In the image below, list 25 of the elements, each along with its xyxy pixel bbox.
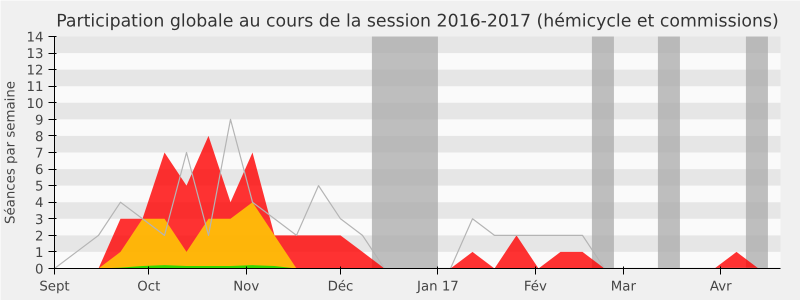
y-tick-label: 14 bbox=[26, 30, 44, 46]
x-tick-label: Mar bbox=[610, 280, 636, 294]
y-tick-label: 12 bbox=[26, 64, 44, 79]
y-tick-label: 3 bbox=[35, 212, 44, 228]
y-tick-label: 0 bbox=[35, 262, 44, 278]
y-tick-label: 1 bbox=[35, 246, 44, 261]
y-tick-label: 2 bbox=[35, 229, 44, 244]
y-tick-label: 10 bbox=[26, 96, 44, 112]
x-tick-label: Sept bbox=[39, 280, 70, 294]
y-tick-label: 13 bbox=[26, 47, 44, 62]
x-tick-label: Oct bbox=[137, 280, 160, 294]
y-tick-label: 9 bbox=[35, 113, 44, 128]
y-tick-label: 6 bbox=[35, 163, 44, 178]
y-tick-label: 4 bbox=[35, 196, 44, 212]
x-tick-label: Fév bbox=[524, 280, 547, 294]
chart-title: Participation globale au cours de la session 2016-2017 (hémicycle et commissions) bbox=[56, 12, 779, 32]
y-axis-title: Séances par semaine bbox=[4, 81, 19, 224]
x-tick-label: Déc bbox=[328, 280, 354, 294]
x-tick-label: Nov bbox=[233, 280, 260, 294]
y-tick-label: 11 bbox=[26, 80, 44, 96]
x-tick-label: Jan 17 bbox=[416, 280, 459, 294]
y-tick-label: 7 bbox=[35, 146, 44, 162]
y-tick-label: 8 bbox=[35, 130, 44, 145]
x-tick-label: Avr bbox=[710, 280, 732, 294]
y-tick-label: 5 bbox=[35, 180, 44, 195]
